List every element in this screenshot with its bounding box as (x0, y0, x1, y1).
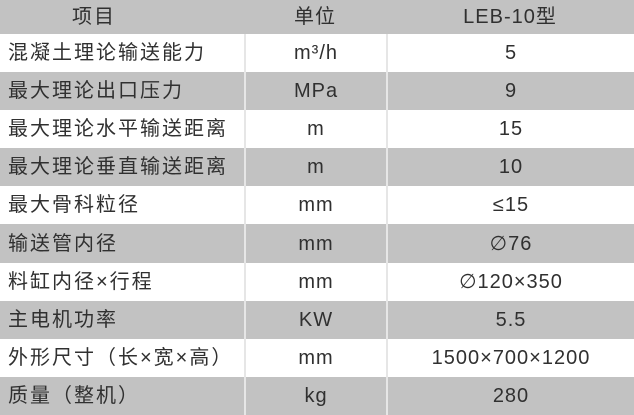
unit-cell: mm (244, 338, 386, 377)
item-label: 最大理论垂直输送距离 (8, 156, 228, 179)
spec-value: 5 (504, 42, 518, 65)
item-label: 最大理论出口压力 (8, 80, 184, 103)
item-label: 最大理论水平输送距离 (8, 118, 228, 141)
unit-cell: m (244, 148, 386, 187)
item-cell: 质量（整机） (0, 377, 244, 415)
unit-value: kg (304, 384, 328, 407)
table-row: 外形尺寸（长×宽×高） mm 1500×700×1200 (0, 338, 634, 377)
unit-cell: MPa (244, 72, 386, 111)
table-row: 料缸内径×行程 mm ∅120×350 (0, 262, 634, 301)
column-header-item-label: 项目 (72, 6, 116, 28)
item-label: 料缸内径×行程 (8, 270, 154, 293)
unit-cell: mm (244, 224, 386, 263)
unit-value: m (307, 118, 325, 141)
unit-cell: mm (244, 186, 386, 225)
value-cell: 5.5 (386, 300, 634, 339)
value-cell: 280 (386, 376, 634, 415)
table-row: 最大理论水平输送距离 m 15 (0, 110, 634, 149)
unit-cell: m (244, 110, 386, 149)
unit-value: m³/h (294, 42, 338, 65)
item-label: 主电机功率 (8, 308, 118, 331)
table-row: 最大骨科粒径 mm ≤15 (0, 186, 634, 225)
spec-value: 280 (492, 384, 530, 407)
unit-cell: m³/h (244, 34, 386, 73)
spec-value: ≤15 (492, 194, 530, 217)
item-cell: 主电机功率 (0, 301, 244, 339)
item-cell: 最大理论水平输送距离 (0, 110, 244, 148)
unit-cell: mm (244, 262, 386, 301)
column-header-model: LEB-10型 (386, 0, 634, 34)
unit-value: mm (298, 194, 334, 217)
value-cell: 10 (386, 148, 634, 187)
spec-value: 10 (498, 156, 524, 179)
unit-cell: KW (244, 300, 386, 339)
column-header-item: 项目 (0, 0, 244, 34)
value-cell: 1500×700×1200 (386, 338, 634, 377)
value-cell: ∅76 (386, 224, 634, 263)
item-cell: 最大理论垂直输送距离 (0, 148, 244, 186)
table-row: 最大理论出口压力 MPa 9 (0, 72, 634, 111)
table-row: 最大理论垂直输送距离 m 10 (0, 148, 634, 187)
table-row: 质量（整机） kg 280 (0, 376, 634, 415)
table-row: 主电机功率 KW 5.5 (0, 300, 634, 339)
column-header-unit-label: 单位 (294, 6, 336, 28)
column-header-model-label: LEB-10型 (463, 6, 557, 28)
spec-value: ∅120×350 (459, 270, 563, 293)
spec-value: 1500×700×1200 (431, 346, 591, 369)
table-header-row: 项目 单位 LEB-10型 (0, 0, 634, 34)
spec-value: 5.5 (495, 308, 527, 331)
unit-value: mm (298, 346, 334, 369)
item-cell: 最大理论出口压力 (0, 72, 244, 110)
item-cell: 外形尺寸（长×宽×高） (0, 339, 244, 377)
item-cell: 料缸内径×行程 (0, 263, 244, 301)
unit-value: MPa (293, 80, 339, 103)
unit-value: KW (298, 308, 334, 331)
unit-value: mm (298, 232, 334, 255)
spec-value: 9 (504, 80, 518, 103)
value-cell: 9 (386, 72, 634, 111)
item-cell: 输送管内径 (0, 224, 244, 262)
value-cell: 5 (386, 34, 634, 73)
item-label: 质量（整机） (8, 384, 140, 407)
item-label: 最大骨科粒径 (8, 194, 140, 217)
item-label: 外形尺寸（长×宽×高） (8, 346, 234, 369)
table-row: 输送管内径 mm ∅76 (0, 224, 634, 263)
table-row: 混凝土理论输送能力 m³/h 5 (0, 34, 634, 73)
unit-value: m (307, 156, 325, 179)
unit-value: mm (298, 270, 334, 293)
value-cell: ≤15 (386, 186, 634, 225)
item-cell: 混凝土理论输送能力 (0, 34, 244, 72)
item-label: 输送管内径 (8, 232, 118, 255)
value-cell: 15 (386, 110, 634, 149)
column-header-unit: 单位 (244, 0, 386, 34)
spec-value: 15 (498, 118, 524, 141)
spec-value: ∅76 (489, 232, 533, 255)
item-label: 混凝土理论输送能力 (8, 42, 206, 65)
unit-cell: kg (244, 376, 386, 415)
item-cell: 最大骨科粒径 (0, 186, 244, 224)
value-cell: ∅120×350 (386, 262, 634, 301)
